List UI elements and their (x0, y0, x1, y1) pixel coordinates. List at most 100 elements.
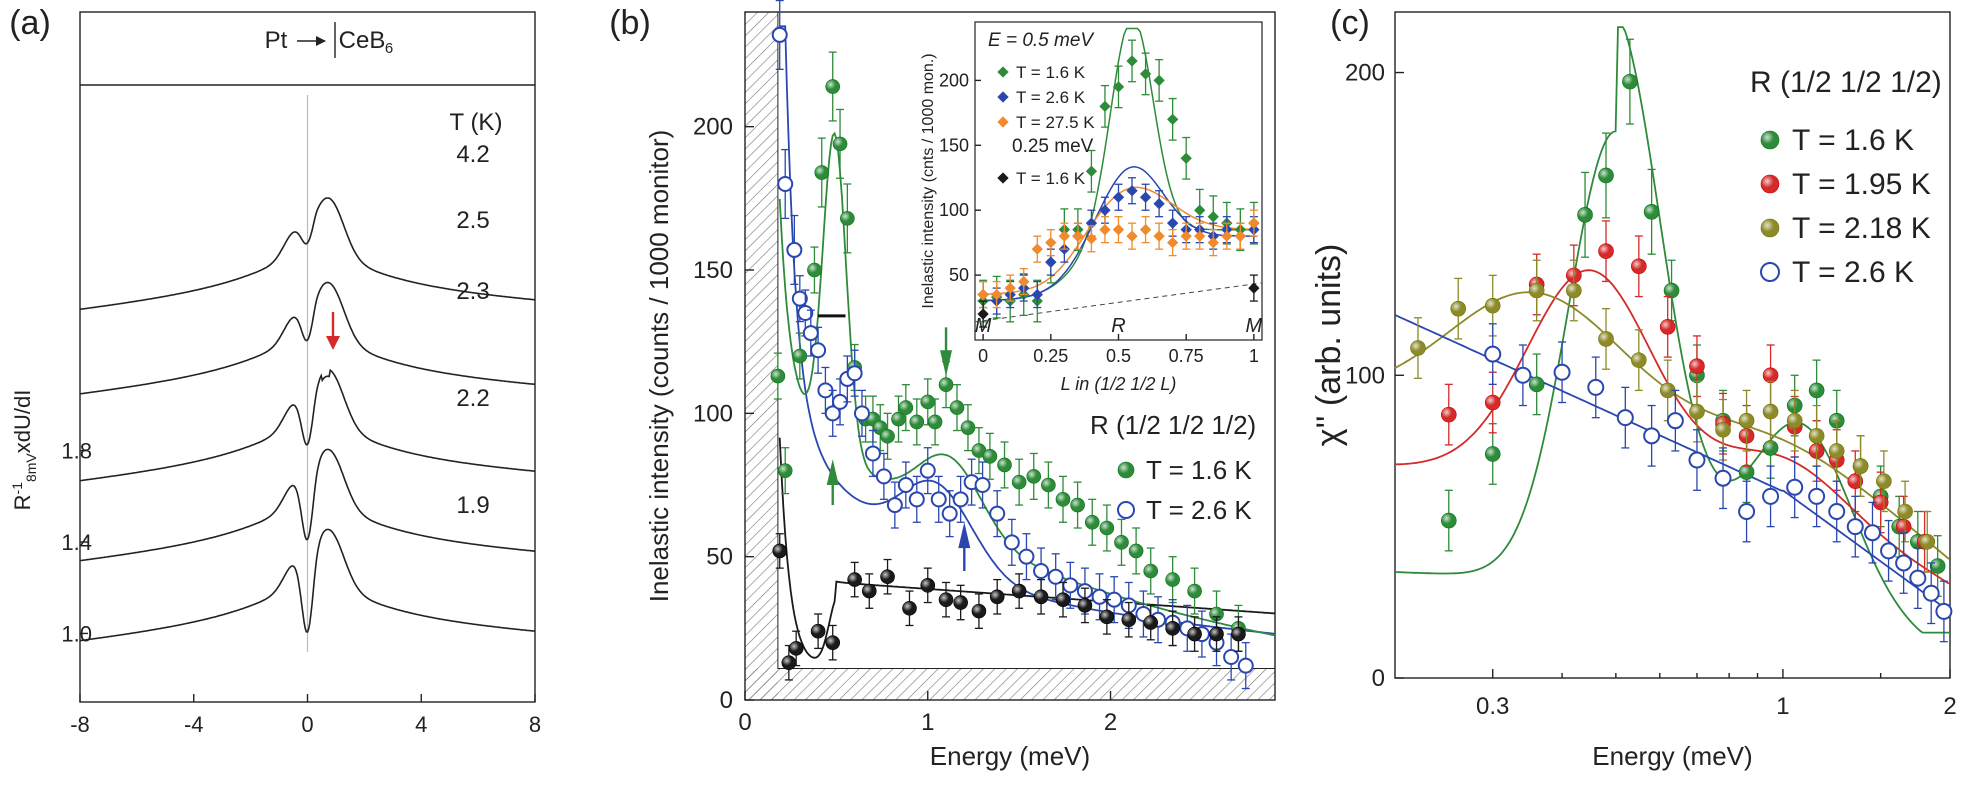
panel-b-point (1143, 563, 1159, 579)
panel-b-point (1033, 563, 1050, 579)
panel-b-point (919, 462, 936, 479)
panel-a-curve-2.5 (79, 281, 536, 395)
panel-c-point (1846, 518, 1864, 536)
inset-point (1248, 217, 1260, 229)
panel-c-point (1484, 394, 1501, 411)
panel-c-point (1895, 554, 1913, 572)
inset-legend-label-blue: T = 2.6 K (1016, 88, 1086, 107)
panel-c-point (1808, 487, 1826, 505)
panel-b-point (941, 505, 958, 522)
inset-ytick-label: 200 (939, 70, 969, 90)
panel-c-point (1528, 282, 1545, 299)
panel-b-point (792, 348, 808, 364)
panel-c-point (1929, 558, 1946, 574)
panel-c-point (1808, 382, 1825, 399)
panel-a-curve-label-2.2: 2.2 (456, 385, 489, 412)
panel-c-point (1828, 443, 1845, 459)
panel-b-ytick-label: 50 (706, 544, 733, 571)
panel-c-ylabel: χ'' (arb. units) (1310, 244, 1348, 447)
panel-c-point (1484, 297, 1501, 314)
panel-b-point (971, 603, 987, 619)
panel-b-point (1003, 534, 1020, 551)
inset-legend-title: E = 0.5 meV (988, 30, 1095, 51)
panel-b-point (840, 211, 855, 226)
panel-c-legend-label-blue: T = 2.6 K (1792, 256, 1914, 289)
panel-c-point (1577, 207, 1593, 223)
panel-c-point (1688, 451, 1706, 469)
panel-c-point (1663, 282, 1680, 299)
panel-c-xlabel: Energy (meV) (1592, 741, 1752, 771)
panel-c-point (1643, 204, 1660, 220)
panel-c-point (1762, 440, 1779, 456)
inset-point (1194, 230, 1206, 242)
panel-b-point (880, 428, 895, 444)
panel-b-point (1121, 612, 1137, 628)
panel-c-xtick-label: 1 (1776, 693, 1789, 720)
panel-b-point (847, 572, 862, 587)
inset-legend-sub: 0.25 meV (1012, 136, 1094, 157)
inset-xlabel: L in (1/2 1/2 L) (1061, 374, 1177, 394)
panel-b-point (1209, 626, 1224, 642)
panel-c-xtick-label: 2 (1943, 693, 1956, 720)
panel-c-point (1919, 533, 1936, 550)
inset-ytick-label: 100 (939, 200, 969, 220)
panel-c-point (1808, 428, 1825, 444)
panel-b-point (1011, 583, 1027, 599)
inset-point (1031, 288, 1043, 301)
panel-a-ytick-label: 1.4 (61, 530, 92, 555)
panel-b-point (1165, 572, 1180, 587)
panel-c-point (1514, 366, 1532, 384)
panel-c-legend-label-olive: T = 2.18 K (1792, 212, 1931, 245)
inset-point (1072, 230, 1084, 242)
panel-b-hatch-bottom (745, 668, 1275, 700)
panel-a-xtick-label: 4 (415, 712, 427, 737)
panel-c-point (1484, 446, 1501, 462)
panel-b-point (989, 505, 1006, 522)
inset-point (1194, 204, 1206, 216)
panel-b-point (953, 595, 968, 610)
inset-point-label-2: M (1246, 315, 1263, 337)
inset-point (991, 288, 1003, 301)
panel-b-point (1047, 568, 1064, 585)
inset-point (1221, 230, 1233, 242)
inset-point (1126, 230, 1138, 242)
inset-point (1207, 236, 1219, 249)
panel-b-legend-label-green: T = 1.6 K (1146, 455, 1252, 485)
panel-a-header-arrowhead (316, 36, 326, 46)
inset-point (977, 288, 989, 301)
panel-b-point (770, 368, 786, 384)
panel-b-xtick-label: 2 (1104, 709, 1117, 736)
inset-ytick-label: 150 (939, 135, 969, 155)
panel-a-header-ceb-sub: 6 (385, 40, 393, 57)
panel-c-point (1631, 352, 1647, 368)
panel-c-point (1643, 427, 1661, 445)
inset-point (1099, 224, 1111, 236)
panel-c-point (1922, 584, 1940, 602)
panel-b-point (1143, 615, 1159, 630)
inset-point (1004, 282, 1016, 294)
inset-point (1085, 233, 1098, 245)
panel-a-ylabel-part: 8mV (23, 453, 39, 482)
panel-c-legend-marker-green (1760, 130, 1780, 150)
panel-c-point (1528, 376, 1545, 393)
panel-b-point (886, 497, 903, 514)
panel-b-point (1099, 520, 1115, 536)
panel-b-point (846, 365, 863, 382)
inset-point-label-1: R (1111, 315, 1125, 337)
panel-c-legend-marker-olive (1760, 218, 1780, 238)
panel-c-point (1616, 409, 1634, 427)
panel-c-point (1828, 503, 1846, 520)
panel-b-xtick-label: 0 (738, 709, 751, 736)
inset-xtick-label: 0.25 (1033, 346, 1068, 366)
inset-point (1112, 81, 1125, 93)
panel-a-curve-1.9 (79, 528, 536, 642)
panel-b-point (1055, 492, 1071, 507)
panel-b-point (952, 491, 969, 508)
panel-b-point (1187, 583, 1202, 599)
inset-point (1112, 224, 1125, 236)
panel-b-point (810, 342, 827, 359)
panel-b-point (853, 405, 870, 422)
panel-b-point (949, 400, 965, 415)
panel-b-point (1128, 543, 1144, 559)
panel-b-point (908, 491, 925, 508)
